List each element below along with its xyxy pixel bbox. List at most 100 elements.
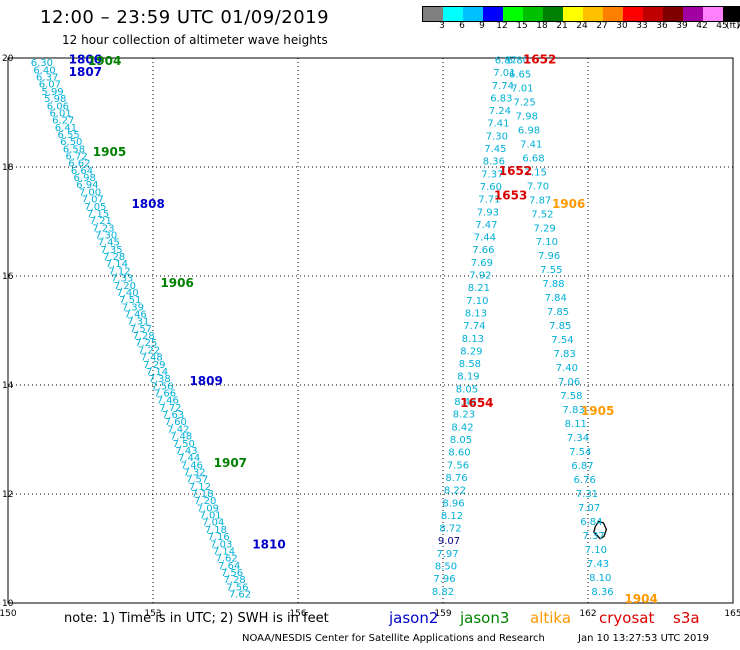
pass-time-label: 1906 xyxy=(160,276,193,290)
pass-time-label: 1906 xyxy=(552,197,585,211)
wave-height-value: 7.74 xyxy=(492,81,514,92)
plot-frame xyxy=(7,57,734,604)
colorbar-tick-label: 12 xyxy=(496,21,508,31)
wave-height-value: 7.28 xyxy=(224,575,246,586)
wave-height-value: 7.52 xyxy=(531,209,553,220)
wave-height-value: 7.43 xyxy=(587,559,609,570)
colorbar-tick-label: 18 xyxy=(536,21,548,31)
wave-height-value: 7.14 xyxy=(146,367,168,378)
wave-height-value: 7.66 xyxy=(154,388,176,399)
wave-height-value: 8.05 xyxy=(450,435,472,446)
colorbar-tick-label: 30 xyxy=(616,21,628,31)
wave-height-value: 6.06 xyxy=(47,101,69,112)
wave-height-value: 7.31 xyxy=(576,489,598,500)
wave-height-value: 6.76 xyxy=(574,475,596,486)
x-tick-label: 156 xyxy=(289,609,306,619)
legend-altika: altika xyxy=(530,609,572,627)
colorbar-tick-label: 3 xyxy=(439,21,445,31)
wave-height-value: 7.64 xyxy=(218,561,240,572)
wave-height-value: 7.05 xyxy=(84,202,106,213)
colorbar-swatch xyxy=(663,7,683,21)
pass-time-label: 1809 xyxy=(189,374,222,388)
wave-height-value: 6.68 xyxy=(522,153,544,164)
wave-height-value: 6.87 xyxy=(571,461,593,472)
y-tick-label: 12 xyxy=(2,490,13,500)
wave-height-value: 6.30 xyxy=(31,58,53,69)
wave-height-value: 7.01 xyxy=(511,83,533,94)
footnote: note: 1) Time is in UTC; 2) SWH is in fe… xyxy=(64,611,329,626)
wave-height-value: 8.36 xyxy=(483,157,505,168)
wave-height-value: 7.21 xyxy=(90,216,112,227)
x-tick-label: 153 xyxy=(144,609,161,619)
colorbar-swatch xyxy=(623,7,643,21)
wave-height-value: 7.25 xyxy=(513,97,535,108)
wave-height-value: 7.85 xyxy=(547,307,569,318)
colorbar-swatch xyxy=(463,7,483,21)
wave-height-value: 8.50 xyxy=(435,562,457,573)
wave-height-value: 7.33 xyxy=(111,274,133,285)
wave-height-value: 7.72 xyxy=(159,403,181,414)
wave-height-value: 7.69 xyxy=(471,258,493,269)
y-tick-label: 18 xyxy=(2,163,14,173)
chart-title: 12:00 – 23:59 UTC 01/09/2019 xyxy=(40,7,330,28)
wave-height-value: 7.30 xyxy=(95,231,117,242)
colorbar-tick-label: 33 xyxy=(636,21,648,31)
colorbar-swatch xyxy=(503,7,523,21)
wave-height-value: 8.19 xyxy=(457,372,479,383)
colorbar-tick-label: 9 xyxy=(479,21,485,31)
colorbar-swatch xyxy=(723,7,740,21)
wave-height-value: 5.98 xyxy=(44,94,66,105)
wave-height-value: 7.20 xyxy=(114,281,136,292)
wave-height-value: 7.28 xyxy=(103,252,125,263)
pass-time-label: 1905 xyxy=(93,145,126,159)
wave-height-value: 7.10 xyxy=(585,545,607,556)
wave-height-value: 7.14 xyxy=(106,259,128,270)
pass-time-label: 1654 xyxy=(460,396,493,410)
colorbar-tick-label: 45 xyxy=(716,21,728,31)
colorbar-tick-label: 6 xyxy=(459,21,465,31)
wave-height-value: 7.96 xyxy=(538,251,560,262)
wave-height-value: 7.48 xyxy=(170,432,192,443)
wave-height-value: 7.93 xyxy=(477,207,499,218)
wave-height-value: 7.10 xyxy=(466,296,488,307)
wave-height-value: 6.40 xyxy=(33,65,55,76)
wave-height-value: 7.66 xyxy=(472,245,494,256)
wave-height-value: 6.01 xyxy=(49,108,71,119)
pass-time-label: 1653 xyxy=(494,189,527,203)
generation-timestamp: Jan 10 13:27:53 UTC 2019 xyxy=(578,633,710,644)
colorbar-swatch xyxy=(703,7,723,21)
wave-height-value: 7.29 xyxy=(143,360,165,371)
pass-time-label: 1904 xyxy=(624,592,657,606)
wave-height-value: 7.39 xyxy=(122,302,144,313)
wave-height-value: 7.97 xyxy=(436,549,458,560)
wave-height-value: 7.45 xyxy=(98,238,120,249)
wave-height-value: 7.40 xyxy=(116,288,138,299)
wave-height-value: 7.31 xyxy=(127,317,149,328)
wave-height-value: 6.07 xyxy=(39,80,61,91)
wave-height-value: 7.98 xyxy=(516,111,538,122)
wave-height-value: 7.12 xyxy=(189,482,211,493)
wave-height-value: 8.82 xyxy=(432,587,454,598)
colorbar-tick-label: 70 xyxy=(736,21,740,31)
wave-height-value: 7.20 xyxy=(194,496,216,507)
wave-height-value: 7.35 xyxy=(100,245,122,256)
colorbar-tick-label: 27 xyxy=(596,21,608,31)
wave-height-value: 7.47 xyxy=(475,220,497,231)
wave-height-value: 7.09 xyxy=(197,503,219,514)
wave-height-value: 7.56 xyxy=(447,460,469,471)
colorbar-swatch xyxy=(423,7,443,21)
colorbar-unit: (ft) xyxy=(726,21,740,31)
wave-height-value: 8.36 xyxy=(591,587,613,598)
wave-height-value: 7.46 xyxy=(124,310,146,321)
colorbar-swatch xyxy=(603,7,623,21)
y-tick-label: 20 xyxy=(2,54,14,64)
wave-height-value: 7.40 xyxy=(556,363,578,374)
legend-s3a: s3a xyxy=(673,609,700,627)
colorbar-swatch xyxy=(523,7,543,21)
wave-height-value: 7.60 xyxy=(480,182,502,193)
colorbar-swatch xyxy=(563,7,583,21)
wave-height-value: 7.45 xyxy=(484,144,506,155)
colorbar-tick-label: 21 xyxy=(556,21,568,31)
wave-height-value: 7.01 xyxy=(493,68,515,79)
pass-time-label: 1652 xyxy=(499,164,532,178)
